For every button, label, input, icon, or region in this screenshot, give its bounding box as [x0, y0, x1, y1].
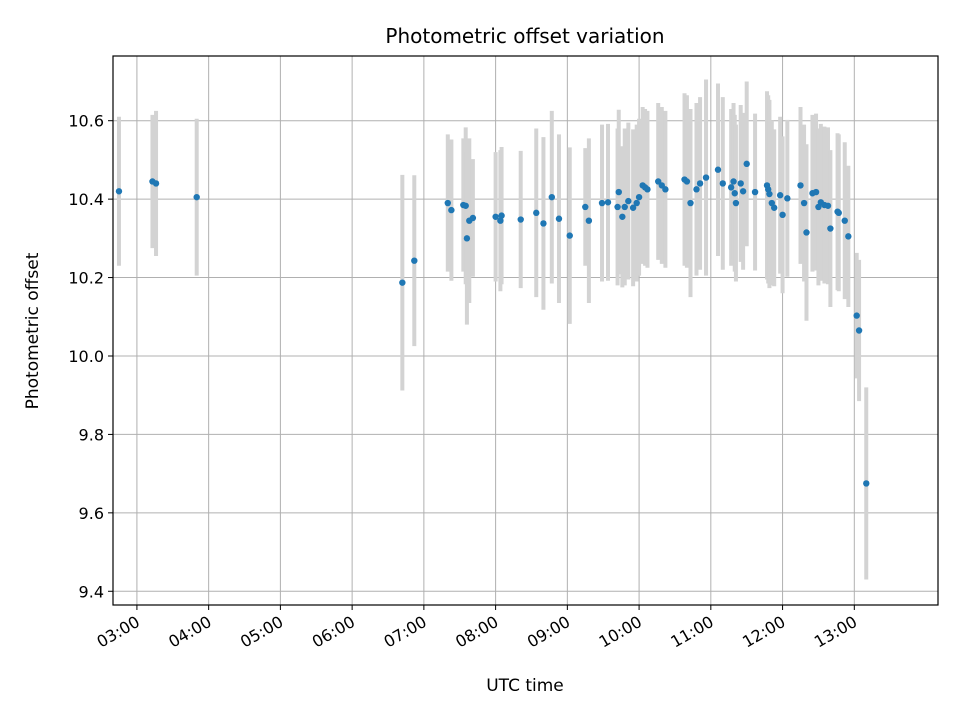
- data-point: [743, 160, 750, 168]
- data-point: [696, 180, 704, 187]
- y-tick-label: 9.6: [79, 504, 104, 523]
- data-point: [498, 212, 505, 219]
- grid: [113, 56, 938, 605]
- x-axis-label: UTC time: [486, 676, 564, 696]
- data-points: [115, 160, 870, 487]
- y-tick-label: 10.2: [68, 269, 104, 288]
- data-point: [731, 190, 738, 197]
- data-point: [812, 188, 820, 196]
- data-point: [719, 180, 726, 187]
- chart-title: Photometric offset variation: [385, 24, 664, 48]
- data-point: [629, 204, 637, 211]
- data-point: [492, 213, 499, 220]
- data-point: [693, 186, 700, 193]
- data-point: [702, 174, 710, 181]
- data-point: [540, 220, 547, 227]
- data-point: [683, 178, 691, 185]
- data-point: [727, 184, 735, 191]
- data-point: [444, 199, 451, 207]
- data-point: [662, 186, 669, 193]
- data-point: [768, 199, 776, 207]
- data-point: [737, 180, 744, 187]
- data-point: [784, 195, 791, 202]
- data-point: [625, 197, 632, 205]
- data-point: [463, 235, 471, 242]
- data-point: [585, 217, 593, 224]
- y-tick-label: 10.0: [68, 347, 104, 366]
- data-point: [827, 225, 834, 232]
- data-point: [193, 193, 200, 201]
- data-point: [803, 229, 810, 236]
- data-point: [411, 257, 418, 264]
- data-point: [815, 203, 822, 211]
- y-axis-label: Photometric offset: [23, 252, 43, 409]
- data-point: [779, 211, 786, 219]
- data-point: [687, 199, 694, 207]
- data-point: [845, 233, 852, 240]
- data-point: [730, 178, 737, 185]
- data-point: [797, 182, 804, 189]
- data-point: [582, 203, 589, 211]
- data-point: [614, 203, 621, 211]
- data-point: [824, 202, 832, 209]
- data-point: [800, 199, 808, 207]
- data-point: [548, 193, 556, 201]
- data-point: [766, 190, 773, 198]
- data-point: [739, 188, 747, 195]
- data-point: [714, 166, 722, 173]
- data-point: [841, 217, 848, 224]
- data-point: [751, 188, 759, 196]
- data-point: [770, 204, 778, 211]
- data-point: [644, 186, 651, 193]
- data-point: [635, 193, 643, 201]
- data-point: [621, 203, 628, 211]
- y-tick-label: 10.4: [68, 190, 104, 209]
- data-point: [855, 327, 863, 334]
- y-tick-label: 10.6: [68, 112, 104, 131]
- y-axis-ticks: 9.4 9.6 9.8 10.0 10.2 10.4 10.6: [68, 112, 113, 601]
- data-point: [462, 202, 469, 209]
- y-tick-label: 9.8: [79, 425, 104, 444]
- data-point: [497, 217, 504, 224]
- data-point: [469, 214, 477, 222]
- y-tick-label: 9.4: [79, 582, 104, 601]
- plot-frame: [112, 55, 939, 606]
- data-point: [555, 215, 563, 222]
- data-point: [619, 213, 626, 220]
- data-point: [732, 199, 740, 207]
- data-point: [448, 206, 455, 214]
- data-point: [399, 279, 406, 286]
- data-point: [517, 216, 524, 223]
- data-point: [598, 199, 606, 207]
- data-point: [633, 199, 640, 207]
- data-point: [115, 188, 123, 195]
- data-point: [533, 209, 540, 217]
- data-point: [863, 480, 870, 487]
- data-point: [604, 199, 612, 206]
- data-point: [566, 232, 573, 239]
- data-point: [615, 188, 622, 196]
- data-point: [853, 312, 860, 319]
- data-point: [835, 209, 842, 217]
- data-point: [152, 180, 160, 187]
- data-point: [776, 192, 784, 199]
